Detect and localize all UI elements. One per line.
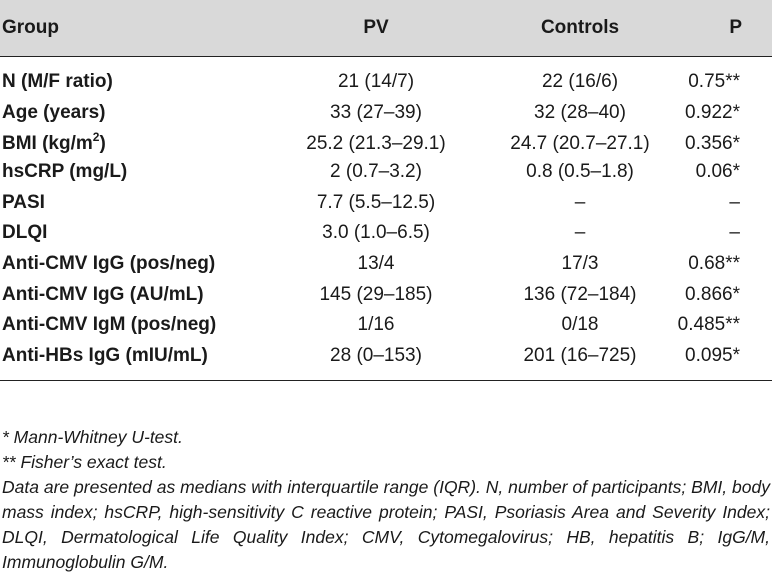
row-p-value: 0.095* — [685, 345, 740, 366]
row-p-value: 0.485** — [677, 314, 740, 335]
row-controls-value: 17/3 — [561, 253, 599, 274]
row-pv-value: 1/16 — [357, 314, 395, 335]
row-label: hsCRP (mg/L) — [2, 161, 128, 182]
row-p-value: 0.866* — [685, 284, 740, 305]
row-pv-value: 2 (0.7–3.2) — [330, 161, 422, 182]
row-pv-value: 28 (0–153) — [330, 345, 422, 366]
footnote-abbreviations: Data are presented as medians with inter… — [2, 477, 770, 572]
row-label: Anti-HBs IgG (mIU/mL) — [2, 345, 208, 366]
row-pv-value: 145 (29–185) — [319, 284, 433, 305]
row-label: DLQI — [2, 222, 48, 243]
row-p-value: 0.75** — [688, 71, 740, 92]
header-controls: Controls — [540, 17, 620, 38]
row-pv-value: 3.0 (1.0–6.5) — [322, 222, 430, 243]
row-controls-value: 32 (28–40) — [534, 102, 626, 123]
row-controls-value: – — [574, 192, 586, 213]
row-label: N (M/F ratio) — [2, 71, 113, 92]
row-label: Anti-CMV IgM (pos/neg) — [2, 314, 217, 335]
row-p-value: – — [729, 222, 740, 243]
row-controls-value: 201 (16–725) — [523, 345, 637, 366]
row-controls-value: 0/18 — [561, 314, 599, 335]
row-pv-value: 33 (27–39) — [330, 102, 422, 123]
row-label: Anti-CMV IgG (pos/neg) — [2, 253, 216, 274]
row-p-value: 0.922* — [685, 102, 740, 123]
row-pv-value: 7.7 (5.5–12.5) — [316, 192, 436, 213]
header-pv: PV — [363, 17, 389, 38]
row-label-end: ) — [99, 133, 106, 154]
footnote-fisher: ** Fisher’s exact test. — [2, 452, 167, 472]
row-p-value: 0.356* — [685, 133, 740, 154]
header-p: P — [729, 17, 742, 38]
row-pv-value: 21 (14/7) — [337, 71, 415, 92]
header-divider — [0, 56, 772, 57]
row-controls-value: 22 (16/6) — [541, 71, 619, 92]
row-p-value: 0.06* — [695, 161, 740, 182]
row-pv-value: 25.2 (21.3–29.1) — [306, 133, 446, 154]
row-label-main: BMI (kg/m — [2, 133, 93, 154]
row-controls-value: 136 (72–184) — [523, 284, 637, 305]
row-p-value: – — [729, 192, 740, 213]
row-controls-value: 24.7 (20.7–27.1) — [510, 133, 650, 154]
row-label: Age (years) — [2, 102, 106, 123]
table-header-band — [0, 0, 772, 56]
row-controls-value: – — [574, 222, 586, 243]
row-label: PASI — [2, 192, 45, 213]
row-label: Anti-CMV IgG (AU/mL) — [2, 284, 204, 305]
row-p-value: 0.68** — [688, 253, 740, 274]
table-footnotes: * Mann-Whitney U-test. ** Fisher’s exact… — [2, 425, 770, 575]
row-controls-value: 0.8 (0.5–1.8) — [526, 161, 634, 182]
table-bottom-rule — [0, 380, 772, 381]
row-pv-value: 13/4 — [357, 253, 395, 274]
header-group: Group — [2, 17, 59, 38]
footnote-mann-whitney: * Mann-Whitney U-test. — [2, 427, 183, 447]
row-label: BMI (kg/m2) — [2, 129, 106, 155]
row-label-superscript: 2 — [92, 129, 100, 144]
